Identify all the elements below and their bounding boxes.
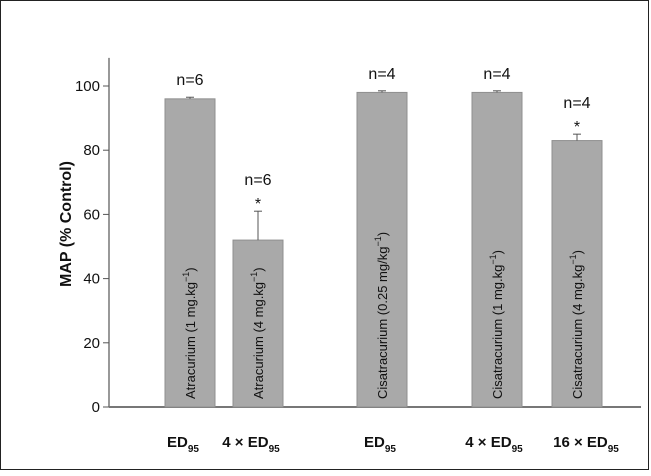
bar (164, 98, 216, 408)
category-subscript: 95 (512, 444, 524, 455)
category-subscript: 95 (188, 444, 200, 455)
category-subscript: 95 (385, 444, 397, 455)
bar-label-end: ) (570, 250, 585, 254)
n-label: n=6 (244, 172, 271, 189)
category-base: 4 × ED (222, 434, 268, 451)
y-tick-label: 100 (75, 78, 100, 95)
bar-inner-label: Cisatracurium (1 mg.kg−1) (488, 250, 505, 399)
category-base: 16 × ED (553, 434, 608, 451)
bar-group: n=4 Cisatracurium (0.25 mg/kg−1) (356, 66, 408, 408)
y-tick-label: 80 (83, 142, 100, 159)
bar-group: * n=6 Atracurium (4 mg.kg−1) (232, 172, 284, 408)
bar-group: n=6 Atracurium (1 mg.kg−1) (164, 72, 216, 408)
category-base: ED (167, 434, 188, 451)
x-tick-label: 4 × ED95 (465, 434, 523, 455)
bar-label-text: Cisatracurium (0.25 mg/kg (375, 247, 390, 399)
x-tick-label: ED95 (167, 434, 199, 455)
bar-label-end: ) (490, 250, 505, 254)
bar-label-text: Cisatracurium (1 mg.kg (490, 265, 505, 399)
y-axis-label: MAP (% Control) (58, 161, 75, 287)
significance-marker: * (574, 119, 580, 136)
bar-label-superscript: −1 (488, 254, 498, 264)
x-tick-label: 16 × ED95 (553, 434, 619, 455)
y-tick-label: 40 (83, 271, 100, 288)
x-tick-label: 4 × ED95 (222, 434, 280, 455)
bar-label-superscript: −1 (181, 272, 191, 282)
bar-label-text: Cisatracurium (4 mg.kg (570, 265, 585, 399)
bar-group: * n=4 Cisatracurium (4 mg.kg−1) (551, 95, 603, 408)
bar (232, 239, 284, 408)
y-tick-label: 20 (83, 335, 100, 352)
n-label: n=4 (563, 95, 590, 112)
category-base: ED (364, 434, 385, 451)
category-base: 4 × ED (465, 434, 511, 451)
n-label: n=6 (176, 72, 203, 89)
category-subscript: 95 (608, 444, 620, 455)
n-label: n=4 (368, 66, 395, 83)
x-tick-label: ED95 (364, 434, 396, 455)
bar-inner-label: Cisatracurium (0.25 mg/kg−1) (373, 232, 390, 399)
bar-label-text: Atracurium (1 mg.kg (183, 282, 198, 399)
n-label: n=4 (483, 66, 510, 83)
bar-inner-label: Cisatracurium (4 mg.kg−1) (568, 250, 585, 399)
bar-label-superscript: −1 (249, 272, 259, 282)
y-tick-label: 0 (92, 399, 100, 416)
category-subscript: 95 (269, 444, 281, 455)
bar-label-end: ) (375, 232, 390, 236)
bar-inner-label: Atracurium (1 mg.kg−1) (181, 267, 198, 399)
bar-label-text: Atracurium (4 mg.kg (251, 282, 266, 399)
y-tick-label: 60 (83, 206, 100, 223)
bar-inner-label: Atracurium (4 mg.kg−1) (249, 267, 266, 399)
bar-group: n=4 Cisatracurium (1 mg.kg−1) (471, 66, 523, 408)
bar (471, 91, 523, 408)
x-tick-labels: ED95 4 × ED95 ED95 4 × ED95 16 × ED95 (167, 434, 619, 455)
bar (356, 91, 408, 408)
bar-label-end: ) (251, 267, 266, 271)
significance-marker: * (255, 196, 261, 213)
bar-label-superscript: −1 (568, 254, 578, 264)
bar-label-superscript: −1 (373, 236, 383, 246)
bar-label-end: ) (183, 267, 198, 271)
